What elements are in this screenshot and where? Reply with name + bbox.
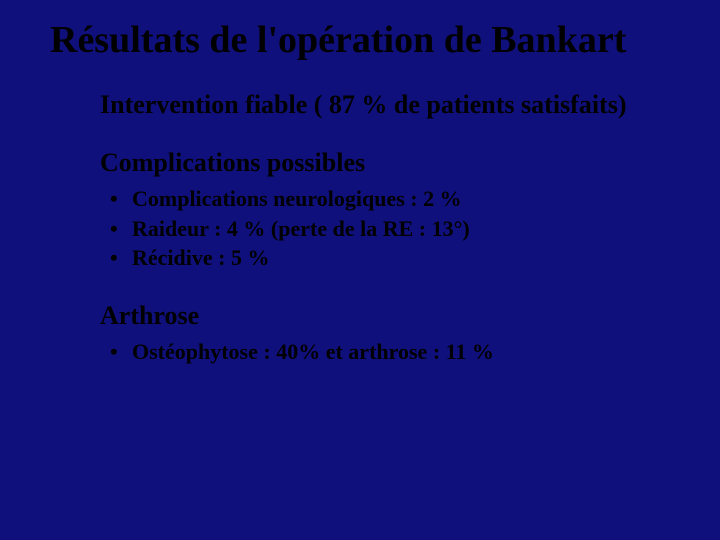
list-item: Ostéophytose : 40% et arthrose : 11 % [110,337,680,367]
list-item: Raideur : 4 % (perte de la RE : 13°) [110,214,680,244]
arthrose-heading: Arthrose [100,301,680,331]
complications-heading: Complications possibles [100,148,680,178]
arthrose-section: Arthrose Ostéophytose : 40% et arthrose … [100,301,680,367]
slide-body: Intervention fiable ( 87 % de patients s… [100,90,680,367]
slide: Résultats de l'opération de Bankart Inte… [0,0,720,540]
list-item: Récidive : 5 % [110,243,680,273]
satisfaction-line: Intervention fiable ( 87 % de patients s… [100,90,680,120]
complications-list: Complications neurologiques : 2 % Raideu… [110,184,680,273]
list-item: Complications neurologiques : 2 % [110,184,680,214]
slide-title: Résultats de l'opération de Bankart [50,18,680,62]
arthrose-list: Ostéophytose : 40% et arthrose : 11 % [110,337,680,367]
